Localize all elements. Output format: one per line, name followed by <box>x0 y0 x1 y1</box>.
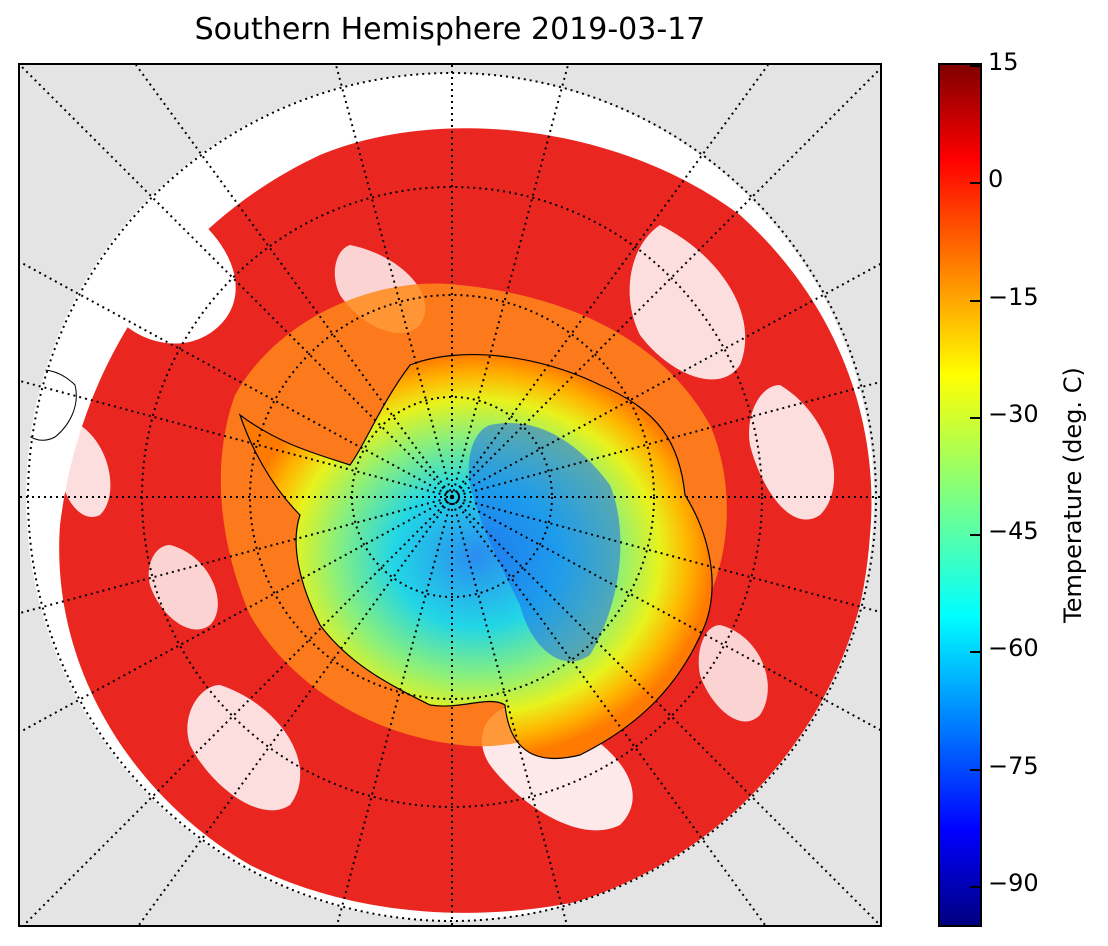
colorbar-tick-mark <box>970 534 980 537</box>
polar-map <box>18 63 882 927</box>
colorbar-tick-label: −60 <box>988 634 1039 663</box>
colorbar-tick-mark <box>970 416 980 419</box>
graticule <box>20 65 880 925</box>
colorbar-tick-mark <box>970 65 980 67</box>
colorbar-tick-label: 15 <box>988 48 1019 76</box>
antarctica-ice <box>238 354 713 760</box>
colorbar-tick-mark <box>970 768 980 771</box>
colorbar-tick-label: −90 <box>988 868 1039 897</box>
colorbar <box>938 63 982 927</box>
colorbar-tick-label: −45 <box>988 517 1039 546</box>
colorbar-tick-label: 0 <box>988 165 1004 194</box>
polar-map-svg <box>20 65 880 925</box>
colorbar-tick-mark <box>970 299 980 302</box>
colorbar-tick-mark <box>970 885 980 888</box>
temperature-field <box>26 73 874 921</box>
colorbar-label: Temperature (deg. C) <box>1059 367 1087 623</box>
cold-core <box>468 423 621 662</box>
colorbar-tick-label: −30 <box>988 399 1039 428</box>
colorbar-tick-label: −75 <box>988 751 1039 780</box>
colorbar-tick-mark <box>970 182 980 185</box>
colorbar-tick-label: −15 <box>988 282 1039 311</box>
colorbar-tick-mark <box>970 651 980 654</box>
map-title: Southern Hemisphere 2019-03-17 <box>194 12 706 47</box>
